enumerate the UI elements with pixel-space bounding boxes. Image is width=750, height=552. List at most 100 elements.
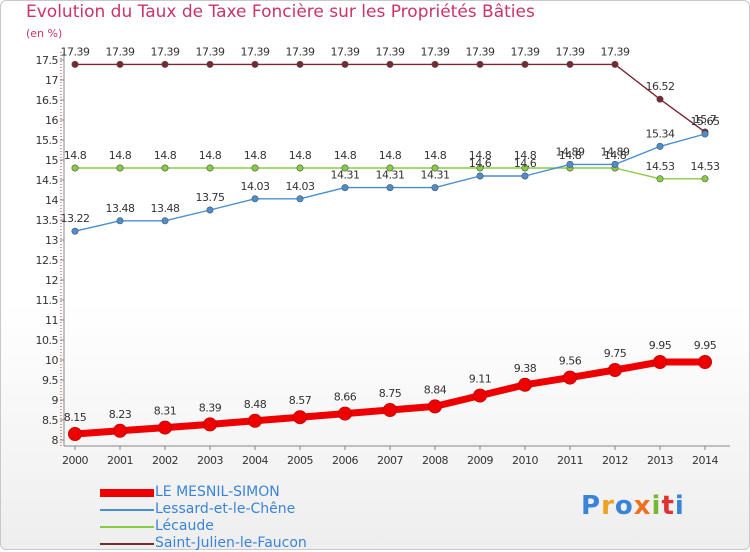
legend-label: Lécaude: [155, 518, 214, 534]
x-tick-label: 2008: [422, 454, 448, 467]
data-point: [161, 60, 169, 68]
data-label: 14.8: [469, 149, 492, 162]
data-label: 8.15: [64, 411, 87, 424]
x-tick-label: 2012: [602, 454, 628, 467]
data-point: [341, 60, 349, 68]
data-label: 14.31: [376, 169, 405, 182]
data-label: 14.8: [334, 149, 357, 162]
data-label: 17.39: [286, 45, 315, 58]
data-label: 14.6: [514, 157, 537, 170]
data-label: 8.48: [244, 398, 267, 411]
data-label: 9.95: [649, 339, 672, 352]
data-label: 17.39: [511, 45, 540, 58]
data-label: 9.56: [559, 355, 582, 368]
data-point: [563, 370, 577, 385]
data-point: [158, 420, 172, 435]
data-point: [566, 160, 574, 168]
line-chart: 8 8.5 9 9.5 10 10.5 11 11.5 12 12.5 13 13.5 14 14.5 15…: [36, 45, 730, 467]
data-point: [476, 164, 484, 172]
data-point: [203, 417, 217, 432]
data-point: [431, 60, 439, 68]
data-label: 14.8: [604, 149, 627, 162]
data-label: 13.48: [106, 202, 135, 215]
data-point: [698, 355, 712, 369]
data-point: [251, 60, 259, 68]
data-label: 17.39: [556, 45, 585, 58]
data-point: [68, 427, 82, 441]
x-tick-label: 2002: [152, 454, 178, 467]
logo-letter: t: [661, 491, 675, 521]
logo-letter: o: [614, 491, 634, 521]
data-point: [71, 60, 79, 68]
legend-label: LE MESNIL-SIMON: [155, 484, 280, 500]
data-label: 8.75: [379, 387, 402, 400]
data-label: 17.39: [601, 45, 630, 58]
y-tick-label: 17: [45, 74, 58, 87]
y-tick-label: 15.5: [36, 134, 59, 147]
data-point: [113, 423, 127, 438]
data-point: [293, 410, 307, 425]
data-label: 14.03: [241, 180, 270, 193]
data-label: 14.8: [514, 149, 537, 162]
data-label: 17.39: [151, 45, 180, 58]
data-label: 14.31: [421, 169, 450, 182]
data-point: [71, 164, 79, 172]
y-tick-label: 13.5: [36, 214, 59, 227]
data-label: 17.39: [61, 45, 90, 58]
data-label: 8.66: [334, 391, 357, 404]
y-tick-label: 9.5: [42, 374, 58, 387]
proxiti-logo: Proxiti: [581, 491, 685, 521]
data-label: 14.8: [154, 149, 177, 162]
data-point: [566, 60, 574, 68]
legend-swatch: [100, 543, 154, 545]
y-tick-label: 10.5: [36, 334, 59, 347]
data-point: [431, 164, 439, 172]
data-label: 8.23: [109, 408, 132, 421]
data-label: 17.39: [421, 45, 450, 58]
series-line: [74, 63, 706, 133]
data-label: 17.39: [106, 45, 135, 58]
data-point: [161, 164, 169, 172]
data-label: 14.8: [199, 149, 222, 162]
data-point: [206, 206, 214, 214]
data-point: [611, 60, 619, 68]
data-label: 14.89: [601, 145, 630, 158]
data-point: [338, 406, 352, 421]
y-tick-label: 17.5: [36, 54, 59, 67]
data-point: [521, 60, 529, 68]
data-label: 17.39: [241, 45, 270, 58]
data-point: [251, 164, 259, 172]
data-label: 14.53: [646, 160, 675, 173]
data-label: 17.39: [376, 45, 405, 58]
data-label: 14.8: [424, 149, 447, 162]
y-tick-label: 12: [45, 274, 58, 287]
data-point: [341, 184, 349, 192]
data-label: 9.38: [514, 362, 537, 375]
data-point: [296, 60, 304, 68]
y-tick-label: 12.5: [36, 254, 59, 267]
data-point: [251, 195, 259, 203]
data-point: [521, 172, 529, 180]
data-point: [701, 175, 709, 183]
y-tick-label: 11.5: [36, 294, 59, 307]
data-label: 9.95: [694, 339, 717, 352]
data-label: 16.52: [646, 80, 675, 93]
data-label: 17.39: [331, 45, 360, 58]
data-label: 8.39: [199, 401, 222, 414]
data-label: 13.22: [61, 212, 90, 225]
data-label: 14.8: [64, 149, 87, 162]
y-tick-label: 9: [52, 394, 59, 407]
data-point: [383, 403, 397, 417]
x-tick-label: 2005: [287, 454, 313, 467]
legend-swatch: [100, 526, 154, 528]
data-point: [116, 60, 124, 68]
x-tick-label: 2013: [647, 454, 673, 467]
data-point: [161, 217, 169, 225]
data-point: [431, 184, 439, 192]
data-label: 14.89: [556, 145, 585, 158]
data-label: 8.31: [154, 405, 177, 418]
data-label: 14.6: [469, 157, 492, 170]
data-label: 8.84: [424, 383, 447, 396]
data-point: [476, 60, 484, 68]
